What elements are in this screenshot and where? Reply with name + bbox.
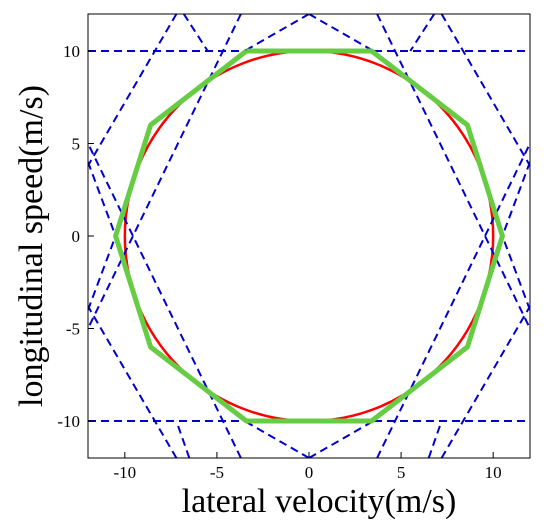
- constraint-line-18: [244, 14, 310, 52]
- constraint-line-2: [88, 14, 178, 167]
- y-tick-label: -10: [57, 412, 80, 431]
- axes-frame: [87, 13, 531, 459]
- constraint-line-8: [88, 143, 242, 458]
- constraint-line-17: [501, 235, 530, 311]
- constraint-line-14: [88, 161, 117, 237]
- constraint-line-10: [182, 14, 209, 52]
- x-axis-label: lateral velocity(m/s): [182, 483, 457, 520]
- x-tick-label: 10: [485, 463, 502, 482]
- constraint-line-5: [440, 305, 530, 458]
- constraint-line-12: [175, 420, 191, 458]
- y-axis-label: longitudinal speed(m/s): [13, 85, 50, 407]
- constraint-line-7: [376, 14, 530, 329]
- x-tick-label: 0: [305, 463, 314, 482]
- constraint-line-4: [88, 305, 178, 458]
- x-tick-label: -5: [210, 463, 224, 482]
- y-tick-label: -5: [66, 320, 80, 339]
- constraint-line-15: [501, 161, 530, 237]
- constraint-line-19: [308, 14, 374, 52]
- constraint-line-16: [88, 235, 117, 311]
- plot-area: [88, 14, 530, 458]
- x-axis: -10 -5 0 5 10: [113, 452, 502, 482]
- x-tick-label: 5: [397, 463, 406, 482]
- constraint-line-20: [244, 420, 310, 458]
- x-tick-label: -10: [113, 463, 136, 482]
- y-tick-label: 10: [63, 42, 80, 61]
- y-tick-label: 0: [72, 227, 81, 246]
- circle-boundary: [123, 49, 495, 423]
- polygon-approximation: [113, 48, 505, 424]
- y-axis: -10 -5 0 5 10: [57, 42, 94, 431]
- constraint-line-3: [440, 14, 530, 167]
- constraint-line-13: [427, 420, 443, 458]
- constraint-line-11: [409, 14, 436, 52]
- constraint-line-21: [308, 420, 374, 458]
- y-tick-label: 5: [72, 135, 81, 154]
- constraint-line-6: [88, 14, 242, 329]
- constraint-line-9: [376, 143, 530, 458]
